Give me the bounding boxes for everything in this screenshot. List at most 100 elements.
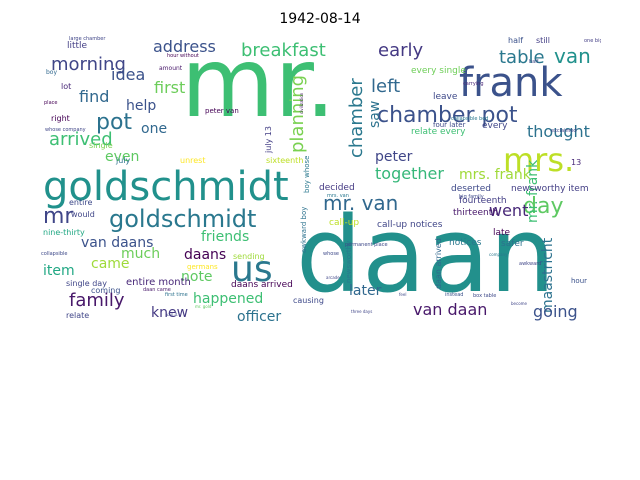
word: even [105,149,139,165]
word: place [44,100,57,106]
word: mrs. van [327,193,349,199]
word: half [508,36,523,45]
word: family [69,290,125,311]
word: decided [319,183,355,193]
word: arcade [326,275,340,280]
word: sending [233,252,265,261]
word: call-up notices [377,220,443,230]
word: mr. frank [525,159,541,223]
word: officer [237,309,281,323]
word: fourteenth [459,196,507,206]
word-cloud-canvas: mr. daan frank goldschmidt mrs. us golds… [41,33,601,323]
word: daans arrived [231,280,293,290]
word: mr. van [323,191,398,215]
word: van daan [413,300,487,319]
word: collapsible [41,251,67,257]
word: idea [111,65,145,84]
word: peter [375,149,413,165]
word: relate [66,311,89,320]
word: half [529,59,539,65]
word: help [126,98,156,114]
word: notices [449,238,482,248]
word: mrs. frank [459,167,532,183]
word: right [51,114,70,123]
word: thirteenth [453,208,498,218]
word: newsworthy item [511,184,589,194]
word: mrs. [503,141,574,179]
word: mr [43,204,74,229]
word: carrying [463,81,484,87]
word: saw [367,101,383,128]
word: still [536,36,550,45]
word: late [493,228,511,238]
word: daan arrived [434,238,443,289]
word: deserted [451,184,491,194]
word: item [43,263,75,279]
word: goldschmidt [43,164,289,210]
word: van d. [166,312,178,317]
word: entire month [126,277,191,288]
word: knew [151,305,188,321]
word: came [91,256,130,272]
word: address [153,37,216,56]
word: little [67,41,88,51]
figure-title: 1942-08-14 [279,11,361,27]
word: planning [287,75,308,153]
word: boy whose [303,156,311,194]
word: day [523,194,563,219]
word: mr. [181,33,336,139]
word: happened [193,291,263,307]
word: boy [46,69,57,76]
word: large chamber [69,36,106,42]
word: note [181,269,213,285]
word: lot [61,82,71,91]
word: daan [296,194,555,316]
word: exclaimed [551,128,577,134]
word: safer [501,239,524,249]
word: van daans [81,235,153,251]
word: july 13 [264,126,273,154]
word: leave [433,92,458,102]
word: first time [165,292,188,298]
word: awkward [519,261,541,267]
word: left [371,76,400,97]
word: one [141,121,167,137]
word: table [499,47,545,68]
word: sixteenth [266,156,303,165]
word: collapsible bed [451,116,488,122]
word: single [89,141,113,150]
word: hour [571,277,587,285]
word: three days [351,309,372,314]
word: unrest [180,156,205,165]
word: much [121,246,160,262]
word: instead [445,292,463,298]
word: frank [459,60,563,106]
word: every single [411,66,466,76]
word: early [378,40,424,61]
word: coming [91,286,120,295]
word: 13 [571,158,581,167]
word: permanent place [345,242,388,248]
word: amount [159,65,183,72]
word: chamber pot [377,103,518,128]
word: big family [459,194,484,200]
word: nine-thirty [43,228,85,237]
word: become [511,301,528,306]
word: first [154,78,185,97]
word-cloud: mr. daan frank goldschmidt mrs. us golds… [41,33,601,323]
word: arrived [49,129,113,150]
word: peter van [205,107,239,115]
word: one big [584,38,601,44]
word: july [115,156,131,165]
word: find [79,87,109,106]
word: awkward boy [300,207,308,253]
word: causing [293,296,324,305]
word: civilization [299,92,304,114]
word: newsworthy [345,241,353,283]
word: call-up [329,218,359,228]
word: van [554,44,591,68]
word: box table [473,293,496,299]
word: friends [201,229,249,245]
word: daan came [143,287,171,293]
word: company [489,252,508,257]
